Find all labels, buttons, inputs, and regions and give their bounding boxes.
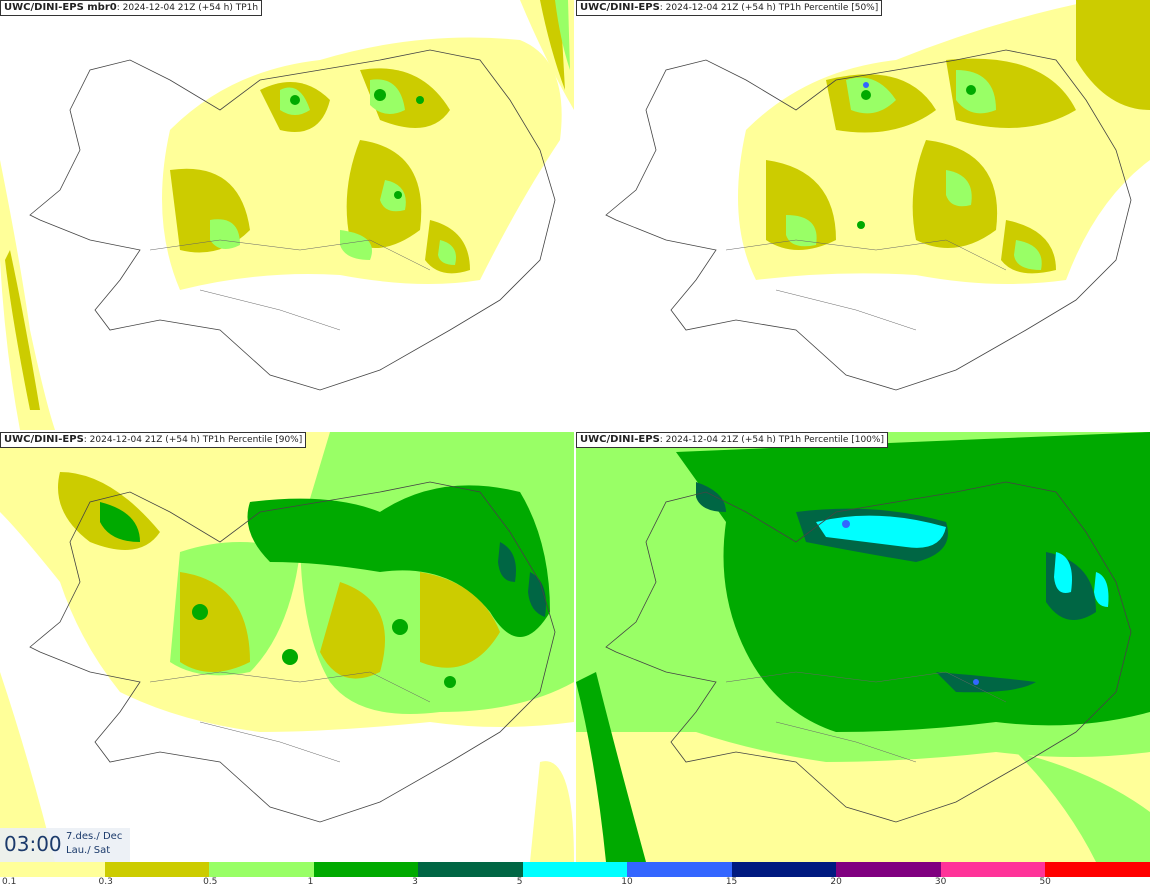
panel-title-details: : 2024-12-04 21Z (+54 h) TP1h Percentile…	[659, 435, 884, 445]
panel-title-details: : 2024-12-04 21Z (+54 h) TP1h	[116, 3, 259, 13]
map-panel-p90: UWC/DINI-EPS: 2024-12-04 21Z (+54 h) TP1…	[0, 432, 574, 862]
legend-label: 0.5	[203, 877, 218, 887]
legend-swatch	[418, 862, 523, 877]
panel-divider	[0, 430, 1150, 432]
precip-map	[0, 432, 574, 862]
panel-title-model: UWC/DINI-EPS mbr0	[4, 2, 117, 13]
valid-weekday: Lau./ Sat	[66, 845, 111, 856]
color-legend-labels: 0.1 0.3 0.5 1 3 5 10 15 20 30 50	[0, 877, 1150, 891]
panel-title-details: : 2024-12-04 21Z (+54 h) TP1h Percentile…	[83, 435, 303, 445]
panel-title: UWC/DINI-EPS: 2024-12-04 21Z (+54 h) TP1…	[576, 0, 883, 16]
legend-swatch	[0, 862, 105, 877]
map-panel-p100: UWC/DINI-EPS: 2024-12-04 21Z (+54 h) TP1…	[576, 432, 1150, 862]
legend-label: 0.3	[98, 877, 113, 887]
panel-title-model: UWC/DINI-EPS	[580, 2, 660, 13]
legend-swatch	[209, 862, 314, 877]
valid-time: 03:00	[4, 832, 62, 856]
legend-label: 20	[830, 877, 842, 887]
precip-map	[0, 0, 574, 430]
legend-label: 30	[934, 877, 947, 887]
map-panel-mbr0: UWC/DINI-EPS mbr0: 2024-12-04 21Z (+54 h…	[0, 0, 574, 430]
precip-map	[576, 432, 1150, 862]
map-panel-p50: UWC/DINI-EPS: 2024-12-04 21Z (+54 h) TP1…	[576, 0, 1150, 430]
legend-label: 0.1	[2, 877, 17, 887]
legend-swatch	[313, 862, 419, 877]
valid-date: 7.des./ Dec	[66, 831, 123, 842]
legend-label: 5	[516, 877, 523, 887]
legend-swatch	[1045, 862, 1150, 877]
legend-label: 15	[725, 877, 738, 887]
legend-swatch	[731, 862, 837, 877]
panel-title: UWC/DINI-EPS: 2024-12-04 21Z (+54 h) TP1…	[576, 432, 888, 448]
color-legend	[0, 862, 1150, 877]
legend-label: 3	[412, 877, 418, 887]
panel-title-details: : 2024-12-04 21Z (+54 h) TP1h Percentile…	[659, 3, 879, 13]
legend-label: 50	[1039, 877, 1051, 887]
legend-label: 1	[307, 877, 314, 887]
legend-swatch	[104, 862, 210, 877]
panel-title: UWC/DINI-EPS: 2024-12-04 21Z (+54 h) TP1…	[0, 432, 307, 448]
legend-swatch	[627, 862, 732, 877]
panel-title-model: UWC/DINI-EPS	[580, 434, 660, 445]
legend-label: 10	[621, 877, 633, 887]
legend-swatch	[836, 862, 941, 877]
panel-title-model: UWC/DINI-EPS	[4, 434, 84, 445]
panel-title: UWC/DINI-EPS mbr0: 2024-12-04 21Z (+54 h…	[0, 0, 263, 16]
valid-time-box: 03:00 7.des./ Dec Lau./ Sat	[0, 828, 130, 862]
legend-swatch	[522, 862, 628, 877]
precip-map	[605, 0, 1150, 391]
legend-swatch	[940, 862, 1046, 877]
